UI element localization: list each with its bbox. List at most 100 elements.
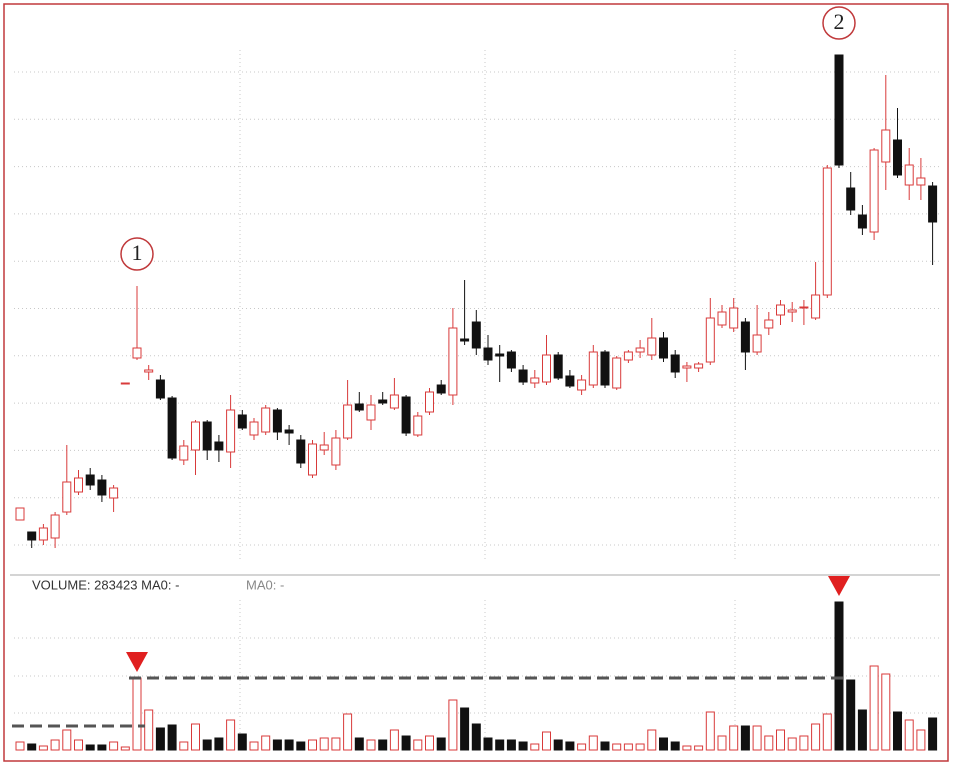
- candle-body: [705, 317, 715, 363]
- candle-body: [261, 407, 271, 433]
- volume-bar: [448, 699, 458, 751]
- volume-bar: [38, 745, 48, 751]
- volume-bar: [401, 735, 411, 751]
- volume-bar: [799, 735, 809, 751]
- volume-bar: [308, 739, 317, 751]
- volume-bar: [659, 737, 668, 751]
- volume-bar: [144, 709, 154, 751]
- volume-bar: [202, 739, 212, 751]
- candle-body: [612, 357, 622, 389]
- candle-body: [132, 347, 142, 359]
- volume-bar: [284, 739, 294, 751]
- candle-body: [471, 321, 481, 349]
- volume-bar: [846, 679, 856, 751]
- volume-bar: [600, 741, 610, 751]
- candle-body: [191, 421, 200, 451]
- volume-bar: [343, 713, 353, 751]
- candle-body: [74, 477, 83, 493]
- candle-body: [331, 437, 341, 466]
- volume-bar: [764, 735, 774, 751]
- volume-bar: [15, 741, 25, 751]
- volume-bar: [425, 735, 434, 751]
- volume-bar: [27, 743, 37, 751]
- candle-body: [460, 338, 470, 342]
- candle-body: [495, 353, 505, 357]
- candle-body: [155, 379, 165, 399]
- candle-body: [893, 139, 902, 176]
- candle-body: [635, 347, 645, 353]
- candle-body: [600, 351, 610, 386]
- candle-body: [834, 54, 844, 166]
- candle-body: [179, 445, 189, 461]
- candle-body: [869, 149, 879, 233]
- candle-body: [647, 337, 657, 356]
- volume-bar: [928, 717, 938, 751]
- candle-body: [308, 443, 317, 476]
- volume-bar: [249, 741, 259, 751]
- volume-bar: [167, 724, 177, 751]
- volume-bar: [694, 745, 704, 751]
- candle-body: [483, 347, 493, 361]
- candle-body: [811, 294, 821, 319]
- volume-bar: [752, 725, 762, 751]
- volume-bar: [74, 739, 83, 751]
- volume-bar: [612, 743, 622, 751]
- volume-bar: [354, 737, 364, 751]
- candle-body: [623, 351, 633, 361]
- volume-bar: [506, 739, 516, 751]
- frame: [3, 3, 949, 762]
- volume-bar: [214, 737, 224, 751]
- candle-body: [425, 391, 434, 413]
- volume-bar: [471, 723, 481, 751]
- candle-body: [97, 479, 107, 496]
- candle-body: [272, 409, 282, 433]
- candle-body: [401, 396, 411, 434]
- volume-bar: [869, 665, 879, 751]
- candle-body: [389, 394, 399, 409]
- ma-label: MA0: -: [246, 577, 284, 592]
- volume-bar: [132, 677, 142, 751]
- annotation-label: 1: [132, 240, 143, 265]
- candle-body: [120, 382, 130, 385]
- candle-body: [354, 403, 364, 411]
- candle-body: [916, 177, 926, 186]
- candle-body: [729, 307, 739, 329]
- candle-body: [296, 439, 306, 464]
- candle-body: [62, 481, 72, 513]
- candle-body: [27, 531, 37, 541]
- volume-bar: [577, 743, 587, 751]
- candle-body: [928, 185, 938, 223]
- candle-body: [588, 351, 598, 386]
- candle-body: [343, 404, 353, 439]
- candle-body: [413, 415, 423, 436]
- volume-bar: [705, 711, 715, 751]
- candle-body: [506, 351, 516, 369]
- candle-body: [881, 129, 891, 163]
- candle-body: [237, 414, 247, 429]
- volume-bar: [717, 735, 727, 751]
- volume-bar: [588, 735, 598, 751]
- volume-bar: [682, 745, 692, 751]
- annotation-marker: [126, 652, 148, 672]
- candle-body: [822, 167, 832, 296]
- candle-body: [659, 337, 668, 359]
- candle-body: [530, 377, 540, 384]
- candle-body: [109, 487, 119, 499]
- volume-bar: [623, 743, 633, 751]
- candle-body: [752, 334, 762, 353]
- candle-body: [776, 304, 785, 316]
- candle-body: [85, 474, 95, 486]
- candle-body: [284, 429, 294, 434]
- volume-bar: [776, 729, 785, 751]
- candle-body: [249, 421, 259, 436]
- candle-body: [694, 363, 704, 369]
- candle-body: [50, 514, 60, 539]
- candle-body: [214, 441, 224, 451]
- candle-body: [787, 309, 797, 313]
- volume-bar: [191, 723, 200, 751]
- candle-body: [15, 507, 25, 521]
- volume-bar: [179, 741, 189, 751]
- candle-body: [448, 327, 458, 396]
- candle-body: [799, 306, 809, 309]
